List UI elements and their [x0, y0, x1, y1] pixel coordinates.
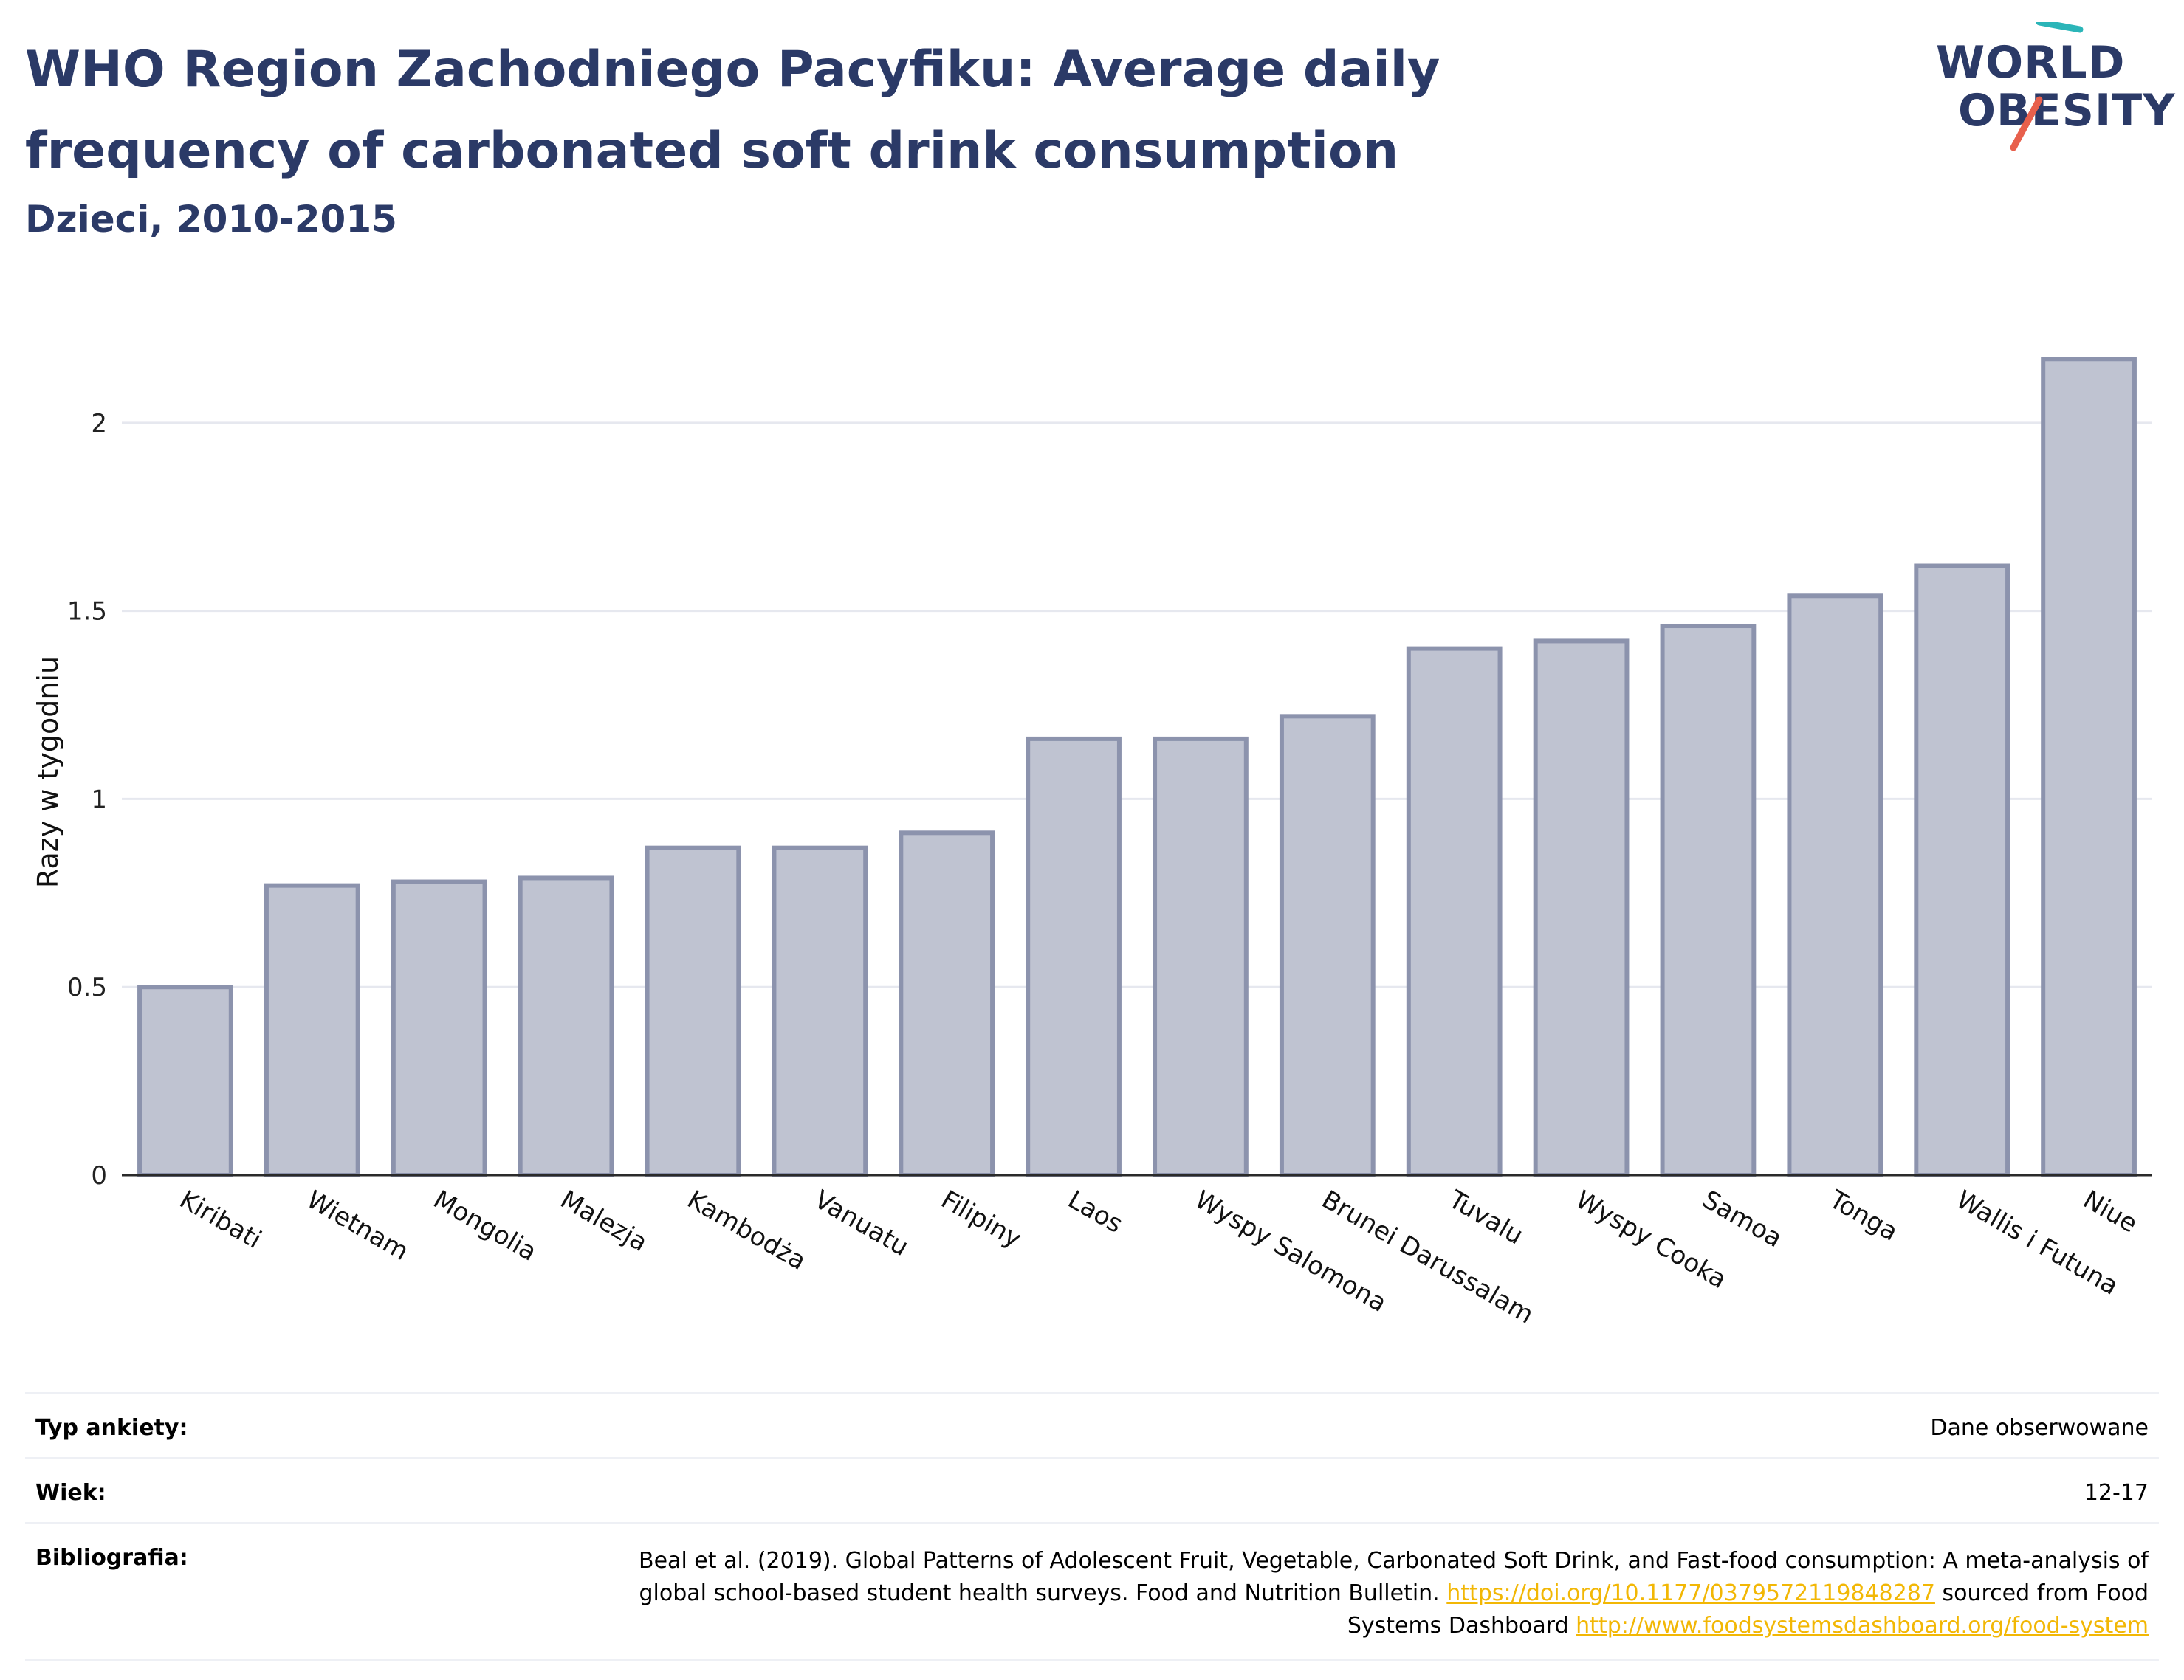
bar	[1660, 624, 1757, 1177]
bibliography-text: Beal et al. (2019). Global Patterns of A…	[598, 1545, 2149, 1642]
world-obesity-logo: WORLD OBESITY	[1929, 22, 2175, 155]
y-tick-label: 2	[91, 409, 107, 438]
bar	[1787, 593, 1883, 1177]
bar	[2041, 357, 2137, 1177]
x-tick-labels: Kiribati Wietnam Mongolia Malezja KambodżaVa…	[174, 1185, 2142, 1330]
logo-slash-icon	[2010, 22, 2084, 151]
chart-title: WHO Region Zachodniego Pacyfiku: Average…	[25, 41, 1440, 180]
x-tick-label: Samoa	[1697, 1185, 1787, 1253]
age-value: 12-17	[2084, 1480, 2149, 1506]
y-axis-label: Razy w tygodniu	[32, 656, 64, 888]
x-tick-label: Vanuatu	[809, 1185, 913, 1262]
bar	[264, 883, 360, 1177]
x-tick-label: Tonga	[1824, 1185, 1903, 1247]
food-systems-link[interactable]: http://www.foodsystemsdashboard.org/food…	[1576, 1613, 2149, 1639]
x-tick-label: Niue	[2078, 1185, 2143, 1239]
x-tick-label: Laos	[1063, 1185, 1128, 1239]
info-table: Typ ankiety: Dane obserwowane Wiek: 12-1…	[25, 1392, 2159, 1661]
x-tick-label: Malezja	[555, 1185, 652, 1258]
x-tick-label: Kiribati	[174, 1185, 266, 1255]
x-tick-label: Wietnam	[301, 1185, 413, 1267]
doi-link[interactable]: https://doi.org/10.1177/0379572119848287	[1446, 1580, 1935, 1606]
bar	[1406, 646, 1503, 1177]
logo-word-obesity: OBESITY	[1958, 85, 2176, 137]
y-tick-label: 0	[91, 1161, 107, 1191]
x-tick-label: Filipiny	[936, 1185, 1026, 1254]
bar	[391, 879, 487, 1177]
bibliography-row: Bibliografia: Beal et al. (2019). Global…	[25, 1522, 2159, 1661]
x-tick-label: Mongolia	[428, 1185, 541, 1267]
y-tick-label: 0.5	[67, 973, 107, 1002]
y-tick-labels: 0 0.5 1 1.5 2	[67, 409, 107, 1191]
bibliography-label: Bibliografia:	[35, 1545, 188, 1571]
bibliography-citation: Beal et al. (2019). Global Patterns of A…	[639, 1548, 2149, 1606]
y-tick-label: 1	[91, 785, 107, 814]
bar	[1914, 563, 2010, 1177]
bars	[137, 357, 2137, 1178]
bar	[772, 845, 868, 1178]
bar	[137, 985, 233, 1178]
bar	[518, 875, 614, 1177]
bar	[1026, 736, 1122, 1177]
x-tick-label: Kambodża	[682, 1185, 811, 1276]
bar	[645, 845, 741, 1178]
chart-subtitle: Dzieci, 2010-2015	[25, 198, 397, 241]
age-row: Wiek: 12-17	[25, 1457, 2159, 1522]
x-tick-label: Tuvalu	[1443, 1185, 1528, 1251]
survey-type-label: Typ ankiety:	[35, 1415, 188, 1441]
logo-word-world: WORLD	[1936, 37, 2126, 89]
bar	[899, 830, 995, 1177]
bar	[1279, 714, 1376, 1177]
y-tick-label: 1.5	[67, 597, 107, 627]
bibliography-source: sourced from Food Systems Dashboard	[1347, 1580, 2149, 1639]
survey-type-row: Typ ankiety: Dane obserwowane	[25, 1392, 2159, 1457]
survey-type-value: Dane obserwowane	[1930, 1415, 2149, 1441]
bar	[1153, 736, 1249, 1177]
age-label: Wiek:	[35, 1480, 106, 1506]
bar-chart: 0 0.5 1 1.5 2 Kiribati Wietnam Mongolia Malezja…	[32, 357, 2152, 1330]
x-tick-label: Brunei Darussalam	[1316, 1185, 1538, 1330]
bar	[1533, 638, 1630, 1177]
